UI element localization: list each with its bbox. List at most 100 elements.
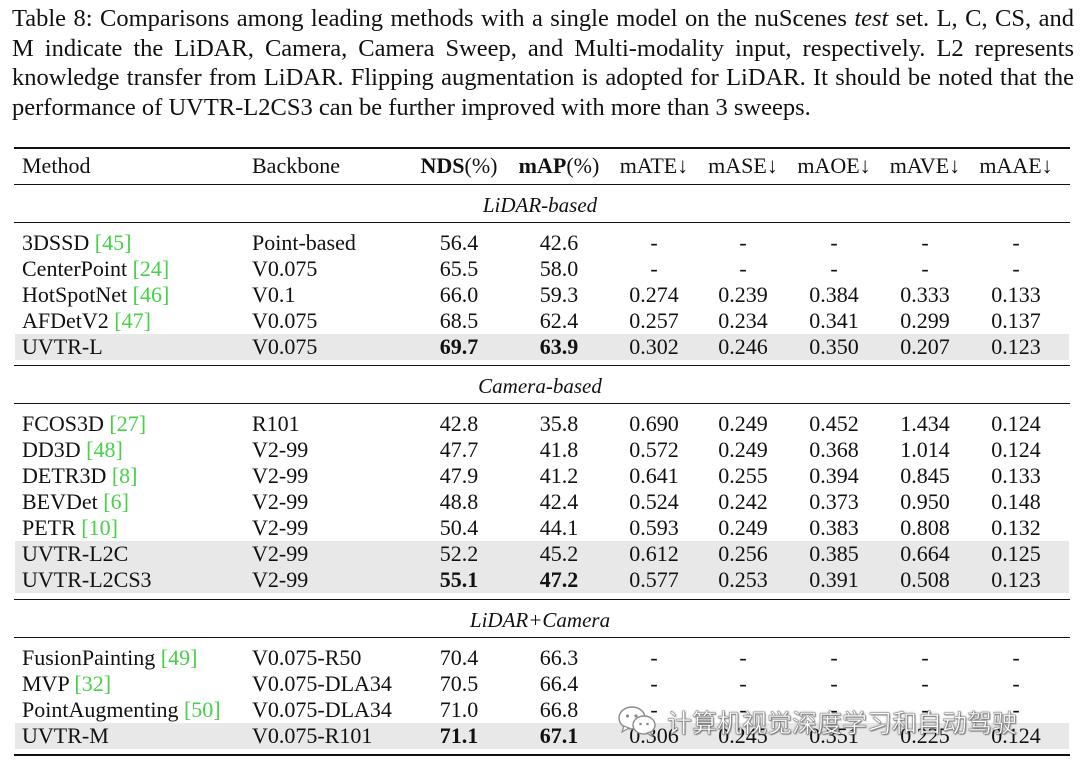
nds-cell: 66.0 xyxy=(439,282,479,307)
backbone-cell: V2-99 xyxy=(252,515,309,540)
citation-link: [24] xyxy=(132,256,170,281)
map-cell: 42.6 xyxy=(539,230,579,255)
header-mase: mASE↓ xyxy=(708,153,778,178)
map-cell: 41.8 xyxy=(539,437,579,462)
backbone-cell: R101 xyxy=(252,411,300,436)
mate-cell: - xyxy=(650,230,658,255)
method-name: HotSpotNet xyxy=(22,282,128,307)
map-cell: 59.3 xyxy=(539,282,579,307)
section-rule xyxy=(14,599,1070,601)
bottom-rule xyxy=(14,754,1070,757)
map-cell: 62.4 xyxy=(539,308,579,333)
mase-cell: - xyxy=(739,697,747,722)
maoe-cell: 0.384 xyxy=(809,282,859,307)
caption-text: Table 8: Comparisons among leading metho… xyxy=(12,5,855,32)
backbone-cell: V0.075 xyxy=(252,308,318,333)
citation-link: [8] xyxy=(111,463,138,488)
mave-cell: 1.014 xyxy=(900,437,950,462)
mave-cell: 0.808 xyxy=(900,515,950,540)
maoe-cell: - xyxy=(830,697,838,722)
mave-cell: - xyxy=(921,697,929,722)
map-cell: 44.1 xyxy=(539,515,579,540)
mate-cell: 0.577 xyxy=(629,567,679,592)
top-rule xyxy=(14,147,1070,150)
mave-cell: 0.333 xyxy=(900,282,950,307)
backbone-cell: Point-based xyxy=(252,230,356,255)
method-cell: 3DSSD [45] xyxy=(22,230,131,256)
method-cell: DETR3D [8] xyxy=(22,463,137,489)
maoe-cell: 0.351 xyxy=(809,723,859,748)
maoe-cell: - xyxy=(830,230,838,255)
method-name: DETR3D xyxy=(22,463,107,488)
maoe-cell: 0.383 xyxy=(809,515,859,540)
mave-cell: - xyxy=(921,256,929,281)
mave-cell: 1.434 xyxy=(900,411,950,436)
maoe-cell: 0.341 xyxy=(809,308,859,333)
row-highlight xyxy=(15,567,1069,593)
mate-cell: 0.593 xyxy=(629,515,679,540)
map-cell: 66.3 xyxy=(539,645,579,670)
method-cell: CenterPoint [24] xyxy=(22,256,169,282)
method-cell: UVTR-L xyxy=(22,334,103,360)
method-cell: FusionPainting [49] xyxy=(22,645,197,671)
backbone-cell: V0.1 xyxy=(252,282,296,307)
method-name: CenterPoint xyxy=(22,256,128,281)
maae-cell: - xyxy=(1012,697,1020,722)
citation-link: [27] xyxy=(109,411,147,436)
mase-cell: 0.246 xyxy=(718,334,768,359)
watermark: 计算机视觉深度学习和自动驾驶 xyxy=(617,704,1017,740)
row-highlight xyxy=(15,334,1069,360)
nds-cell: 68.5 xyxy=(439,308,479,333)
method-name: UVTR-L2CS3 xyxy=(22,567,152,592)
mase-cell: 0.242 xyxy=(718,489,768,514)
citation-link: [49] xyxy=(160,645,198,670)
method-name: FusionPainting xyxy=(22,645,156,670)
mave-cell: 0.664 xyxy=(900,541,950,566)
nds-cell: 47.7 xyxy=(439,437,479,462)
mase-cell: 0.256 xyxy=(718,541,768,566)
maae-cell: 0.124 xyxy=(991,437,1041,462)
maae-cell: 0.123 xyxy=(991,334,1041,359)
maoe-cell: 0.391 xyxy=(809,567,859,592)
map-cell: 66.8 xyxy=(539,697,579,722)
header-nds-label: NDS xyxy=(420,153,465,178)
header-mave: mAVE↓ xyxy=(889,153,961,178)
nds-cell: 48.8 xyxy=(439,489,479,514)
mate-cell: 0.572 xyxy=(629,437,679,462)
method-name: MVP xyxy=(22,671,69,696)
map-cell: 41.2 xyxy=(539,463,579,488)
mave-cell: - xyxy=(921,645,929,670)
mave-cell: 0.508 xyxy=(900,567,950,592)
map-cell: 58.0 xyxy=(539,256,579,281)
maoe-cell: - xyxy=(830,671,838,696)
map-cell: 67.1 xyxy=(539,723,579,748)
nds-cell: 42.8 xyxy=(439,411,479,436)
maoe-cell: 0.394 xyxy=(809,463,859,488)
map-cell: 66.4 xyxy=(539,671,579,696)
mate-cell: - xyxy=(650,256,658,281)
nds-cell: 47.9 xyxy=(439,463,479,488)
mase-cell: - xyxy=(739,671,747,696)
table-caption: Table 8: Comparisons among leading metho… xyxy=(12,4,1074,122)
method-cell: FCOS3D [27] xyxy=(22,411,146,437)
map-cell: 47.2 xyxy=(539,567,579,592)
maae-cell: 0.123 xyxy=(991,567,1041,592)
section-rule xyxy=(14,365,1070,367)
citation-link: [46] xyxy=(132,282,170,307)
maae-cell: - xyxy=(1012,645,1020,670)
mave-cell: 0.225 xyxy=(900,723,950,748)
header-maoe: mAOE↓ xyxy=(797,153,871,178)
citation-link: [45] xyxy=(94,230,132,255)
section-title: Camera-based xyxy=(478,374,602,398)
method-cell: UVTR-M xyxy=(22,723,109,749)
maae-cell: 0.124 xyxy=(991,723,1041,748)
header-rule xyxy=(14,184,1070,186)
nds-cell: 69.7 xyxy=(439,334,479,359)
watermark-text: 计算机视觉深度学习和自动驾驶 xyxy=(667,709,1018,739)
backbone-cell: V0.075-DLA34 xyxy=(252,697,392,722)
nds-cell: 55.1 xyxy=(439,567,479,592)
method-cell: HotSpotNet [46] xyxy=(22,282,169,308)
header-nds: NDS(%) xyxy=(421,153,498,179)
maae-cell: - xyxy=(1012,230,1020,255)
method-cell: BEVDet [6] xyxy=(22,489,129,515)
